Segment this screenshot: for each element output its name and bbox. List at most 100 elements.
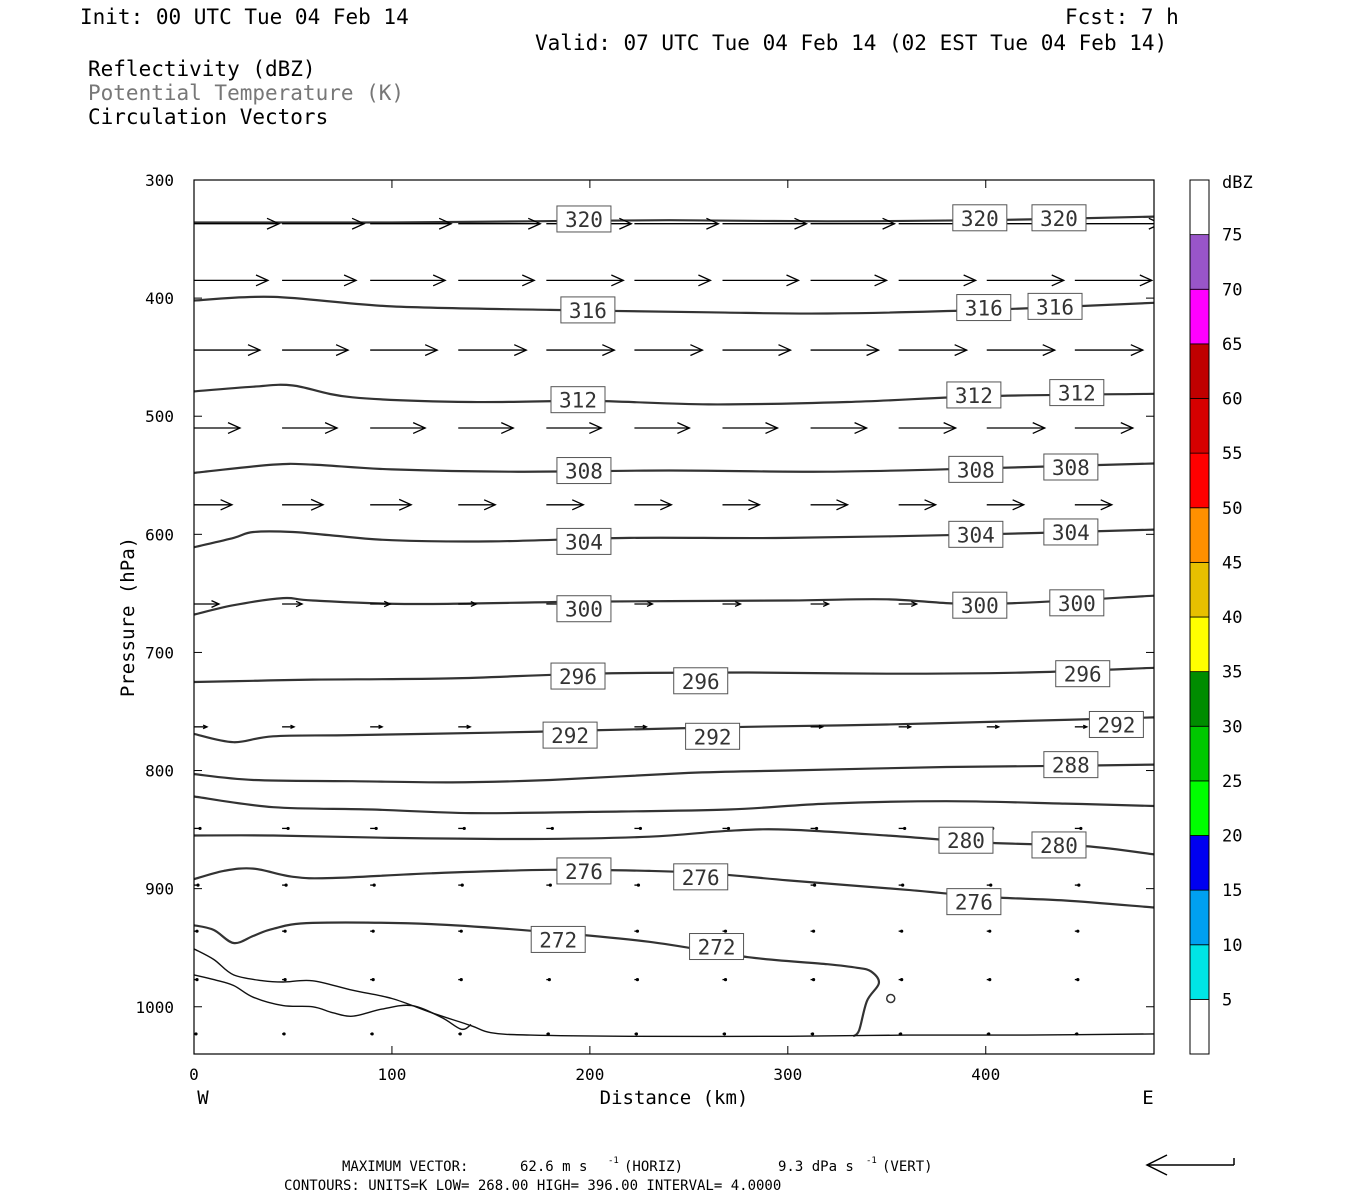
colorbar-swatch <box>1189 725 1210 782</box>
field-potential-temperature: Potential Temperature (K) <box>88 81 404 105</box>
vector-head <box>351 217 366 230</box>
vector-head <box>635 977 640 982</box>
vector-arrow <box>634 826 643 831</box>
colorbar-label: 70 <box>1222 280 1242 300</box>
vector-head <box>723 977 728 982</box>
contour-label-text: 312 <box>955 384 993 408</box>
x-axis-ticks: 0 100 200 300 400 <box>189 180 1000 1084</box>
vector-head <box>1076 929 1080 933</box>
vector-head <box>836 499 850 511</box>
contour-label-316: 316 <box>1027 292 1083 320</box>
contour-label-text: 320 <box>1040 207 1078 231</box>
contour-label-272: 272 <box>689 933 745 961</box>
contour-label-box <box>685 722 741 750</box>
vector-arrow <box>370 498 413 511</box>
contour-label-box <box>556 205 612 233</box>
contour-label-292: 292 <box>542 721 598 749</box>
colorbar-swatch <box>1189 234 1210 290</box>
vector-arrow <box>458 724 472 730</box>
vector-arrow <box>370 1032 374 1036</box>
vector-arrow <box>986 883 993 887</box>
vector-head <box>220 499 234 511</box>
vector-arrow <box>898 724 913 730</box>
colorbar-swatch <box>1189 452 1210 509</box>
y-tick-label: 300 <box>145 171 174 190</box>
isentrope-308 <box>194 462 1154 474</box>
contour-label-text: 280 <box>1040 834 1078 858</box>
vector-head <box>822 600 831 608</box>
vector-head <box>483 499 497 511</box>
contour-label-box <box>1049 379 1105 407</box>
isentrope-288 <box>194 763 1154 784</box>
vector-arrow <box>898 883 905 887</box>
vector-arrow <box>1074 724 1089 730</box>
vector-head <box>619 217 633 230</box>
vector-arrow <box>282 344 350 357</box>
contour-label-box <box>1043 751 1099 779</box>
contour-label-box <box>1031 831 1087 859</box>
contour-label-box <box>550 386 606 414</box>
vector-head <box>459 977 463 982</box>
vector-arrow <box>370 724 384 730</box>
vector-head <box>438 217 453 230</box>
vector-head <box>1032 422 1047 435</box>
vector-head <box>211 600 221 608</box>
contour-label-box <box>556 527 612 555</box>
vector-head <box>924 499 938 511</box>
colorbar-label: 10 <box>1222 936 1242 956</box>
contour-label-box <box>556 857 612 885</box>
contour-label-text: 276 <box>682 866 720 890</box>
vector-head <box>424 344 439 357</box>
contour-label-308: 308 <box>948 455 1004 483</box>
colorbar-label: 25 <box>1222 772 1242 792</box>
colorbar-title: dBZ <box>1222 173 1253 193</box>
contour-label-text: 292 <box>551 724 589 748</box>
vector-head <box>611 274 625 287</box>
contour-label-304: 304 <box>556 527 612 555</box>
vector-arrow <box>986 977 992 982</box>
vector-arrow <box>722 217 809 230</box>
vector-head <box>726 826 731 831</box>
vector-head <box>901 883 905 887</box>
vector-arrow <box>282 422 339 435</box>
isentrope-300 <box>194 594 1154 616</box>
vector-arrow <box>370 977 375 982</box>
vector-head <box>460 883 464 887</box>
vector-arrow <box>898 344 969 357</box>
vector-arrow <box>370 217 453 230</box>
contour-label-312: 312 <box>1049 379 1105 407</box>
vector-arrow <box>458 499 497 511</box>
vector-arrow <box>1074 274 1154 287</box>
vector-arrow <box>194 826 202 831</box>
colorbar-label: 55 <box>1222 444 1242 464</box>
vector-arrow <box>458 600 478 608</box>
vector-head <box>462 826 466 831</box>
contour-label-box <box>673 863 729 891</box>
vector-head <box>602 344 616 357</box>
contour-label-276: 276 <box>673 863 729 891</box>
circulation-vectors <box>194 217 1154 1036</box>
vector-arrow <box>898 600 919 608</box>
vector-arrow <box>810 883 817 887</box>
vector-head <box>778 344 793 357</box>
colorbar-swatch <box>1189 889 1210 946</box>
contour-label-box <box>948 455 1004 483</box>
colorbar-label: 30 <box>1222 717 1242 737</box>
colorbar-label: 65 <box>1222 335 1242 355</box>
vector-head <box>642 724 648 730</box>
contour-label-box <box>1031 204 1087 232</box>
x-tick-label: 400 <box>971 1065 1000 1084</box>
vector-head <box>282 1032 286 1036</box>
vector-arrow <box>458 344 528 357</box>
vector-head <box>638 826 643 831</box>
vector-head <box>227 422 242 435</box>
contour-label-312: 312 <box>550 386 606 414</box>
vector-arrow <box>634 883 641 887</box>
contour-label-text: 308 <box>1052 456 1090 480</box>
contour-label-text: 296 <box>682 670 720 694</box>
vector-head <box>1012 499 1026 511</box>
vector-arrow <box>546 422 603 435</box>
vector-head <box>527 217 542 230</box>
vector-arrow <box>722 344 793 357</box>
contour-label-288: 288 <box>1043 751 1099 779</box>
